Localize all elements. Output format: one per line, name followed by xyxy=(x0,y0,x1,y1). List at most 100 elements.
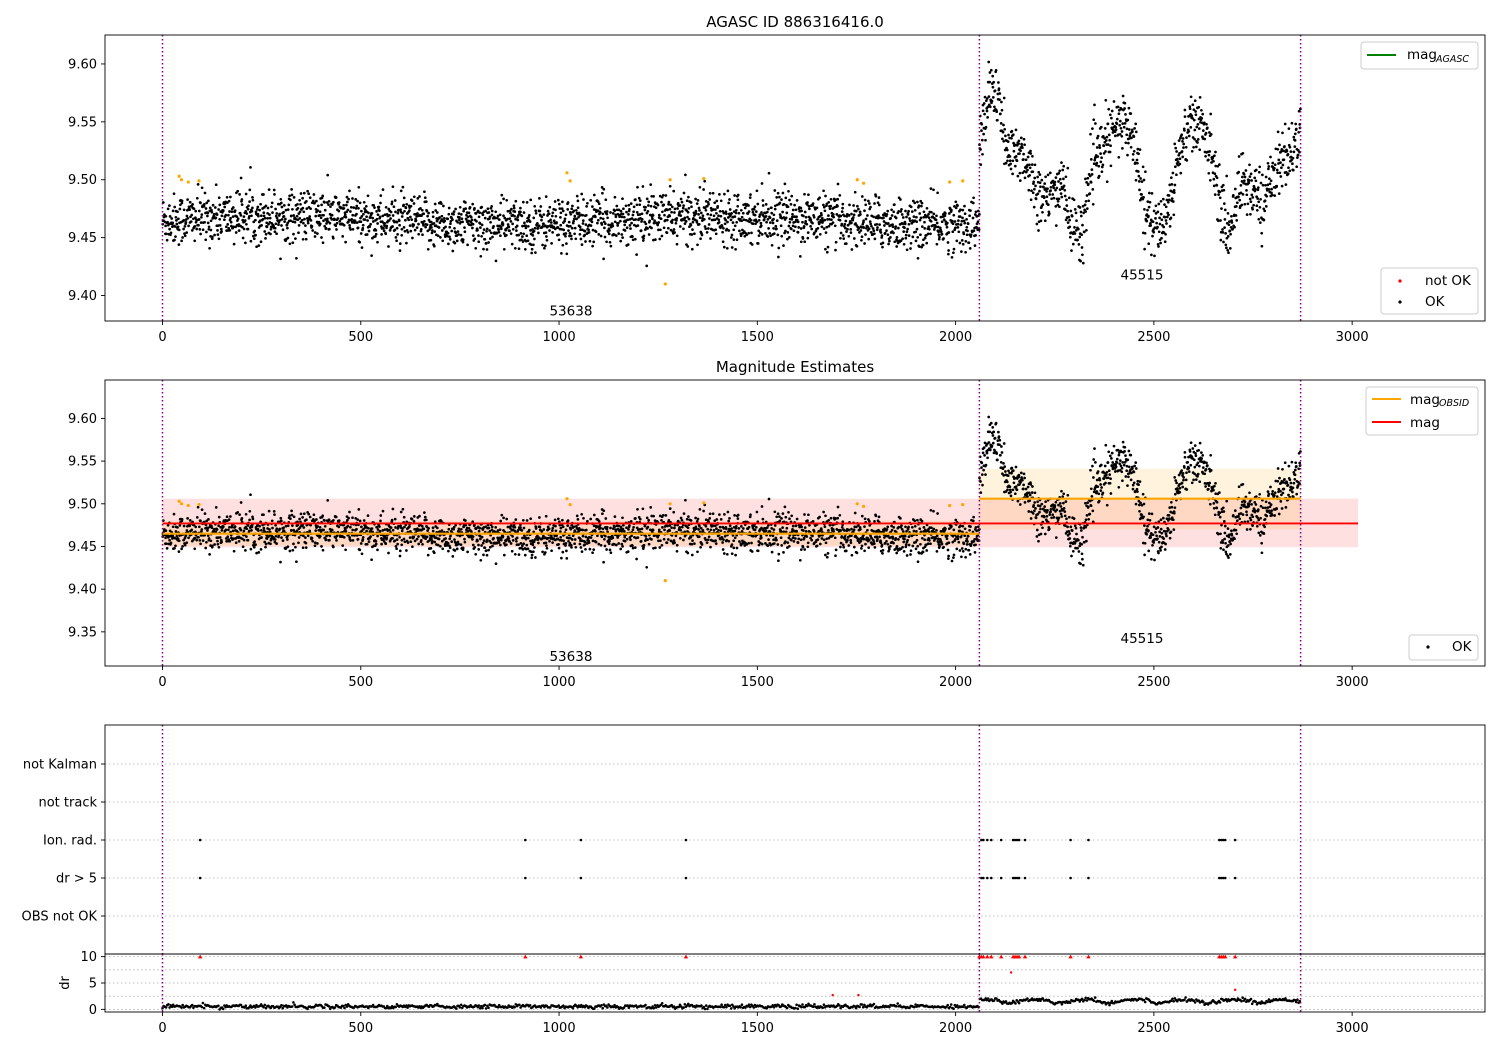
ok-point xyxy=(609,211,612,214)
ok-point xyxy=(959,208,962,212)
ok-point xyxy=(431,529,435,533)
ok-point xyxy=(234,231,238,234)
ok-point xyxy=(182,227,185,231)
ok-point xyxy=(227,226,231,230)
ok-point xyxy=(815,206,819,210)
ok-point xyxy=(689,223,693,227)
ok-point xyxy=(942,237,945,240)
ok-point xyxy=(803,240,807,244)
ok-point xyxy=(1180,150,1184,153)
ok-point xyxy=(969,209,972,212)
ok-point xyxy=(199,519,202,523)
ok-point xyxy=(408,525,411,528)
ok-point xyxy=(788,220,792,224)
ok-point xyxy=(1157,202,1161,206)
ok-point xyxy=(615,204,619,208)
ok-point xyxy=(190,528,194,532)
ok-point xyxy=(990,99,994,103)
ok-point xyxy=(330,528,334,532)
ok-point xyxy=(600,223,604,226)
ok-point xyxy=(697,222,701,226)
ok-point xyxy=(676,201,680,205)
ok-point xyxy=(596,218,600,222)
ok-point xyxy=(336,217,340,220)
ok-point xyxy=(1212,184,1216,188)
ok-point xyxy=(256,205,260,209)
ok-point xyxy=(609,244,613,248)
ok-point xyxy=(1091,202,1095,206)
ok-point xyxy=(914,230,918,234)
ok-point xyxy=(904,236,908,240)
ok-point xyxy=(305,217,309,220)
ok-point xyxy=(715,199,719,203)
ok-point xyxy=(395,226,399,230)
ok-point xyxy=(250,214,253,218)
ok-point xyxy=(1164,219,1168,222)
ok-point xyxy=(420,524,424,528)
ok-point xyxy=(632,210,635,214)
ok-point xyxy=(195,196,199,200)
ok-point xyxy=(247,214,251,218)
ok-point xyxy=(395,538,399,541)
ok-point xyxy=(1054,188,1057,192)
ok-point xyxy=(446,541,450,545)
ok-point xyxy=(197,535,200,539)
ok-point xyxy=(1033,163,1037,167)
ok-point xyxy=(764,203,768,206)
ok-point xyxy=(543,244,547,248)
ok-point xyxy=(1111,122,1115,126)
ok-point xyxy=(1172,189,1176,192)
ok-point xyxy=(794,208,798,212)
ok-point xyxy=(228,229,232,232)
ok-point xyxy=(683,216,687,220)
ok-point xyxy=(620,529,624,533)
ok-point xyxy=(502,553,506,557)
ok-point xyxy=(623,539,627,543)
ok-point xyxy=(370,254,373,257)
ok-point xyxy=(1213,193,1217,196)
ok-point xyxy=(675,217,679,220)
ok-point xyxy=(1086,182,1090,186)
ok-point xyxy=(1159,199,1163,203)
ok-point xyxy=(919,233,922,237)
ok-point xyxy=(333,217,336,221)
ok-point xyxy=(402,515,406,519)
ok-point xyxy=(449,222,452,226)
ok-point xyxy=(540,529,544,533)
ok-point xyxy=(462,209,465,213)
ok-point xyxy=(203,220,207,224)
ok-point xyxy=(905,248,909,252)
ok-point xyxy=(604,517,608,520)
ok-point xyxy=(684,220,688,223)
ok-point xyxy=(349,539,352,542)
ok-point xyxy=(517,543,520,546)
ok-point xyxy=(730,212,733,215)
ok-point xyxy=(299,202,302,206)
ok-point xyxy=(244,209,248,213)
ok-point xyxy=(419,227,423,231)
ok-point xyxy=(277,221,281,224)
ok-point xyxy=(1154,204,1158,208)
ok-point xyxy=(367,211,370,215)
ok-point xyxy=(1065,198,1068,202)
ok-point xyxy=(395,239,398,243)
ok-point xyxy=(605,548,608,551)
ok-point xyxy=(823,218,827,222)
ok-point xyxy=(351,197,354,200)
ok-point xyxy=(511,227,515,231)
ok-point xyxy=(736,193,740,197)
ok-point xyxy=(666,524,669,528)
ok-point xyxy=(645,565,649,569)
ok-point xyxy=(620,215,624,219)
ok-point xyxy=(1172,213,1176,217)
ok-point xyxy=(770,206,773,210)
ok-point xyxy=(497,218,501,221)
ok-point xyxy=(405,202,409,206)
ok-point xyxy=(331,545,335,549)
ok-point xyxy=(360,215,364,218)
ok-point xyxy=(515,539,518,543)
ok-point xyxy=(279,516,283,520)
ok-point xyxy=(322,219,325,223)
ok-point xyxy=(180,201,184,205)
ok-point xyxy=(480,544,483,547)
